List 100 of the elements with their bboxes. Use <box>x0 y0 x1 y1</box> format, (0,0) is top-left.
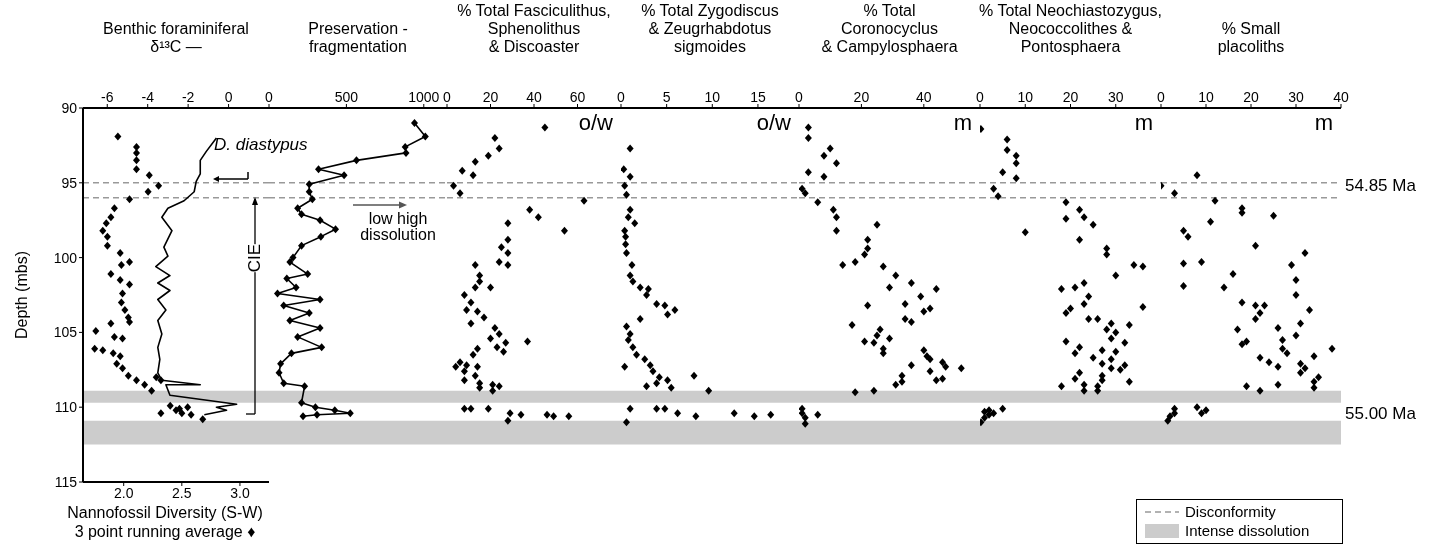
legend-label: Intense dissolution <box>1185 522 1310 539</box>
point <box>629 277 637 286</box>
point <box>452 362 460 371</box>
point <box>421 132 429 141</box>
point <box>1310 377 1318 386</box>
point <box>926 367 934 376</box>
point <box>491 133 499 142</box>
point <box>622 240 630 249</box>
point <box>331 406 339 415</box>
point <box>283 274 291 283</box>
point <box>750 412 758 421</box>
x-tick-label: 1000 <box>408 89 440 105</box>
point <box>864 301 872 310</box>
point <box>876 325 884 334</box>
point <box>643 291 651 299</box>
point <box>318 343 326 352</box>
x2-tick-label: -4 <box>141 89 155 105</box>
x-tick-label: 40 <box>1333 89 1349 105</box>
x2-axis-title: Benthic foraminiferal δ¹³C — <box>103 20 249 56</box>
point <box>799 184 806 193</box>
point <box>631 219 639 228</box>
x-tick-label: 10 <box>1198 89 1214 105</box>
point <box>892 271 900 280</box>
point <box>495 329 503 338</box>
point <box>622 232 630 241</box>
point <box>1283 349 1291 358</box>
x-tick-label: 60 <box>569 89 586 105</box>
point <box>861 337 869 346</box>
point <box>534 213 542 222</box>
x-tick-label: 20 <box>1243 89 1259 105</box>
point <box>653 404 661 413</box>
annotation: o/w <box>756 110 791 136</box>
point <box>484 151 492 160</box>
point <box>1274 380 1282 389</box>
point <box>116 352 124 361</box>
point <box>1270 211 1277 220</box>
point <box>99 346 107 355</box>
point <box>491 323 499 332</box>
point <box>484 404 492 413</box>
point <box>851 388 859 397</box>
point <box>473 344 481 353</box>
point <box>110 332 118 341</box>
x-tick-label: 30 <box>1288 89 1304 105</box>
point <box>626 144 634 153</box>
x-tick-label: 20 <box>853 89 870 105</box>
point <box>523 337 531 346</box>
point <box>832 159 840 168</box>
point <box>560 226 568 235</box>
point <box>480 313 488 322</box>
point <box>144 187 152 196</box>
point <box>920 346 928 355</box>
point <box>402 148 410 157</box>
point <box>624 213 632 222</box>
point <box>907 279 915 288</box>
point <box>926 304 934 313</box>
point <box>289 253 297 262</box>
chart-title: % Total Coronocyclus & Campylosphaera <box>821 2 958 56</box>
point <box>504 235 512 244</box>
point <box>839 261 847 270</box>
point <box>826 144 834 153</box>
point <box>316 216 324 225</box>
point <box>901 299 909 308</box>
point <box>1301 364 1309 373</box>
point <box>1211 196 1219 205</box>
point <box>132 156 140 165</box>
annotation: CIE <box>243 243 267 273</box>
x-tick-label: 500 <box>334 89 359 105</box>
point <box>280 379 288 388</box>
point <box>332 225 340 234</box>
point <box>124 371 132 380</box>
point <box>1207 217 1214 226</box>
point <box>879 262 887 271</box>
point <box>917 292 925 301</box>
point <box>661 404 669 413</box>
point <box>469 350 477 359</box>
point <box>873 331 881 340</box>
x-tick-label: 20 <box>482 89 499 105</box>
x-tick-label: 0 <box>265 89 274 105</box>
point <box>801 189 809 198</box>
point <box>653 299 661 308</box>
point <box>636 314 644 323</box>
point <box>801 413 809 422</box>
point <box>870 386 878 395</box>
y-tick-label: 95 <box>61 174 78 191</box>
x-tick-label: 20 <box>1062 89 1079 105</box>
point <box>907 317 915 326</box>
point <box>145 171 153 180</box>
point <box>624 335 632 344</box>
y-tick-label: 100 <box>53 249 78 266</box>
x-tick-label: 0 <box>617 89 626 105</box>
point <box>495 382 503 391</box>
point <box>517 410 525 419</box>
point <box>873 220 881 229</box>
point <box>655 373 663 382</box>
point <box>471 157 479 166</box>
point <box>832 226 840 235</box>
point <box>1184 232 1192 241</box>
point <box>1252 314 1259 323</box>
point <box>1297 359 1304 368</box>
point <box>107 270 115 279</box>
